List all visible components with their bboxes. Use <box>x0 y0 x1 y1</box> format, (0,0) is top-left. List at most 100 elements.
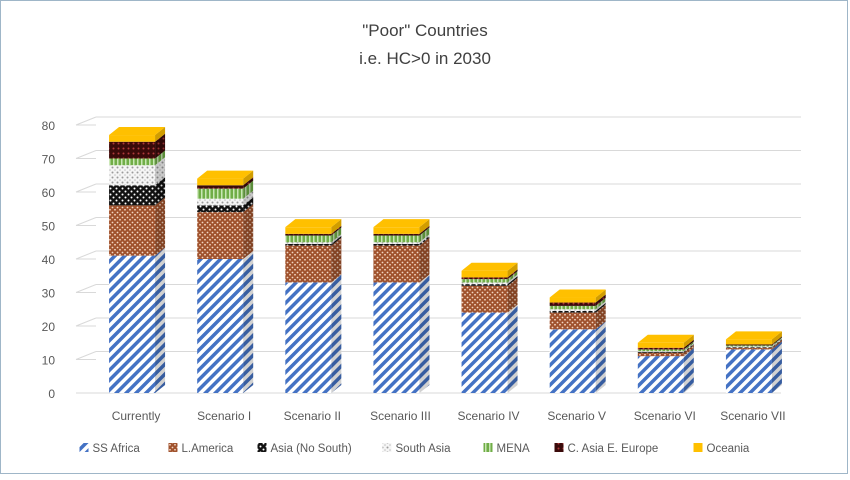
y-tick-label: 50 <box>42 220 56 234</box>
bar-segment <box>285 235 332 243</box>
bar-segment-side <box>331 235 342 246</box>
bar-segment-side-shade <box>771 339 782 350</box>
bar-segment-side <box>419 237 430 283</box>
bar-segment-side <box>155 127 166 142</box>
bar-segment-side <box>243 197 254 213</box>
bar-segment <box>373 227 420 234</box>
bar-segment-side <box>243 177 254 189</box>
legend-swatch <box>168 443 178 452</box>
bar-segment-side-shade <box>507 277 518 313</box>
bar-segment-side-shade <box>595 301 606 311</box>
bar-top-cap <box>725 331 782 340</box>
bar-segment-side <box>331 237 342 283</box>
bar-segment-side <box>595 289 606 303</box>
bar-stack-0 <box>109 127 166 393</box>
bar-segment-side-shade <box>243 177 254 189</box>
bar-segment <box>637 347 684 350</box>
bar-segment-side-shade <box>155 133 166 159</box>
bar-segment <box>197 205 244 213</box>
legend-swatch <box>483 443 493 452</box>
bar-segment-side-shade <box>683 344 694 357</box>
bar-segment-side <box>507 269 518 280</box>
bar-segment <box>725 344 772 346</box>
bar-segment <box>725 349 772 393</box>
bar-segment-side <box>243 251 254 393</box>
bar-segment-side <box>771 331 782 345</box>
bar-stack-4 <box>461 262 518 393</box>
bar-segment-side <box>683 344 694 357</box>
bar-segment-side <box>771 339 782 348</box>
bar-segment-side-shade <box>595 302 606 313</box>
bar-segment <box>549 310 596 313</box>
bar-segment-side-shade <box>331 234 342 244</box>
bar-stack-1 <box>197 170 254 393</box>
bar-segment-side <box>507 304 518 393</box>
bar-top-cap <box>549 289 606 298</box>
chart-subtitle: i.e. HC>0 in 2030 <box>359 49 491 68</box>
bar-segment-side-shade <box>771 336 782 346</box>
bar-segment-side-shade <box>507 274 518 285</box>
bar-segment <box>461 284 508 286</box>
bar-stack-2 <box>285 219 342 393</box>
y-tick-label: 80 <box>42 119 56 133</box>
bar-segment <box>725 339 772 345</box>
bar-segment <box>549 312 596 330</box>
bar-segment-side <box>419 234 430 244</box>
bar-segment-side <box>155 177 166 206</box>
bar-segment-side-shade <box>419 237 430 283</box>
bar-segment-side-shade <box>331 237 342 283</box>
bar-segment <box>373 282 420 393</box>
bar-segment-side <box>507 271 518 283</box>
gridline-slant-40 <box>75 250 97 260</box>
bar-segment-side-shade <box>595 297 606 310</box>
gridline-slant-30 <box>75 284 97 293</box>
bar-segment-side-shade <box>507 276 518 286</box>
bar-segment <box>725 347 772 350</box>
bar-segment-side-shade <box>771 338 782 348</box>
bar-segment-side <box>771 341 782 393</box>
bar-segment-side <box>507 276 518 286</box>
bar-segment <box>549 302 596 306</box>
bar-segment-side-shade <box>683 348 694 393</box>
legend-label: C. Asia E. Europe <box>568 443 659 455</box>
bar-segment-side <box>683 348 694 393</box>
bar-stack-6 <box>637 334 694 393</box>
bar-segment-side-shade <box>243 197 254 213</box>
bar-segment-side <box>771 339 782 350</box>
bar-segment <box>285 233 332 236</box>
legend: SS Africa L.America Asia (No South) South A… <box>79 443 750 455</box>
bar-segment-side <box>243 180 254 199</box>
bar-segment-side-shade <box>771 341 782 393</box>
y-tick-label: 70 <box>42 153 56 167</box>
y-axis: 0 10 20 30 40 50 60 70 80 <box>42 119 56 401</box>
chart-title: "Poor" Countries <box>362 21 487 40</box>
bar-segment <box>285 242 332 244</box>
legend-label: L.America <box>182 443 234 455</box>
bar-segment-side <box>331 227 342 243</box>
bar-segment <box>461 285 508 313</box>
bar-top-cap <box>285 219 342 228</box>
legend-label: Oceania <box>707 443 750 455</box>
x-tick-label: Scenario VI <box>634 409 696 423</box>
bar-segment <box>197 188 244 199</box>
bar-segment <box>373 235 420 243</box>
bar-segment <box>461 277 508 280</box>
bar-segment <box>637 352 684 357</box>
bar-segment-side <box>595 301 606 311</box>
bar-segment <box>549 309 596 311</box>
bar-top-cap <box>637 334 694 343</box>
bar-segment <box>197 198 244 206</box>
bar-segment-side-shade <box>331 225 342 236</box>
bar-segment-side-shade <box>507 269 518 280</box>
bar-segment <box>197 178 244 186</box>
bar-segment-side-shade <box>771 339 782 348</box>
bar-segment <box>285 245 332 283</box>
bar-segment <box>725 347 772 348</box>
x-tick-label: Scenario IV <box>458 409 520 423</box>
bar-segment-side-shade <box>243 204 254 259</box>
x-tick-label: Scenario II <box>284 409 341 423</box>
x-tick-label: Scenario III <box>370 409 431 423</box>
bar-segment <box>285 227 332 234</box>
bar-segment <box>197 212 244 259</box>
